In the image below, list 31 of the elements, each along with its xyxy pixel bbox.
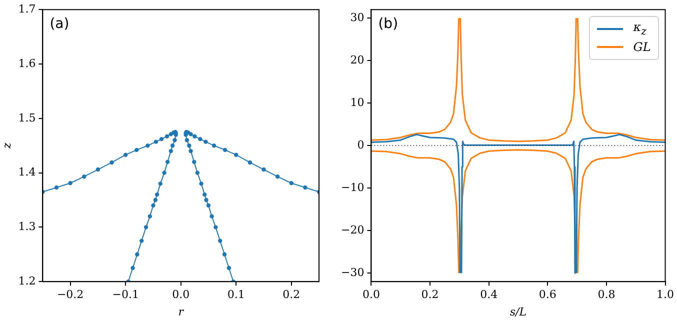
- y-tick-label: 1.6: [18, 56, 36, 70]
- x-axis-title: r: [178, 305, 184, 318]
- legend-label: GL: [633, 40, 651, 54]
- y-tick-label: −20: [340, 223, 364, 236]
- x-tick-label: 0.0: [172, 288, 190, 302]
- y-tick-label: −30: [340, 266, 364, 279]
- x-tick-label: 0.2: [282, 288, 300, 302]
- y-tick-label: −10: [340, 180, 364, 194]
- y-tick-label: 10: [350, 96, 364, 109]
- x-tick-label: 1.0: [656, 288, 674, 302]
- y-axis-title: z: [0, 142, 14, 150]
- y-tick-label: 1.7: [18, 2, 36, 16]
- y-tick-label: 20: [350, 53, 364, 66]
- y-tick-label: 0: [357, 138, 364, 152]
- y-tick-label: 1.5: [18, 111, 36, 124]
- y-tick-label: 1.2: [18, 274, 36, 288]
- x-tick-label: 0.0: [362, 288, 380, 302]
- x-tick-label: 0.2: [421, 288, 439, 302]
- x-tick-label: −0.1: [112, 288, 139, 302]
- legend-label: κ$_{z}$: [633, 20, 646, 38]
- annotation: (b): [378, 16, 398, 32]
- x-tick-label: 0.4: [480, 288, 498, 302]
- x-tick-label: 0.8: [598, 288, 616, 302]
- y-tick-label: 1.4: [18, 166, 36, 179]
- annotation: (a): [50, 16, 70, 32]
- x-tick-label: 0.1: [227, 288, 245, 302]
- x-tick-label: −0.2: [56, 288, 84, 302]
- y-tick-label: 30: [350, 10, 364, 24]
- x-tick-label: 0.6: [538, 288, 556, 302]
- x-axis-title: s/L: [510, 305, 527, 318]
- y-tick-label: 1.3: [18, 220, 36, 234]
